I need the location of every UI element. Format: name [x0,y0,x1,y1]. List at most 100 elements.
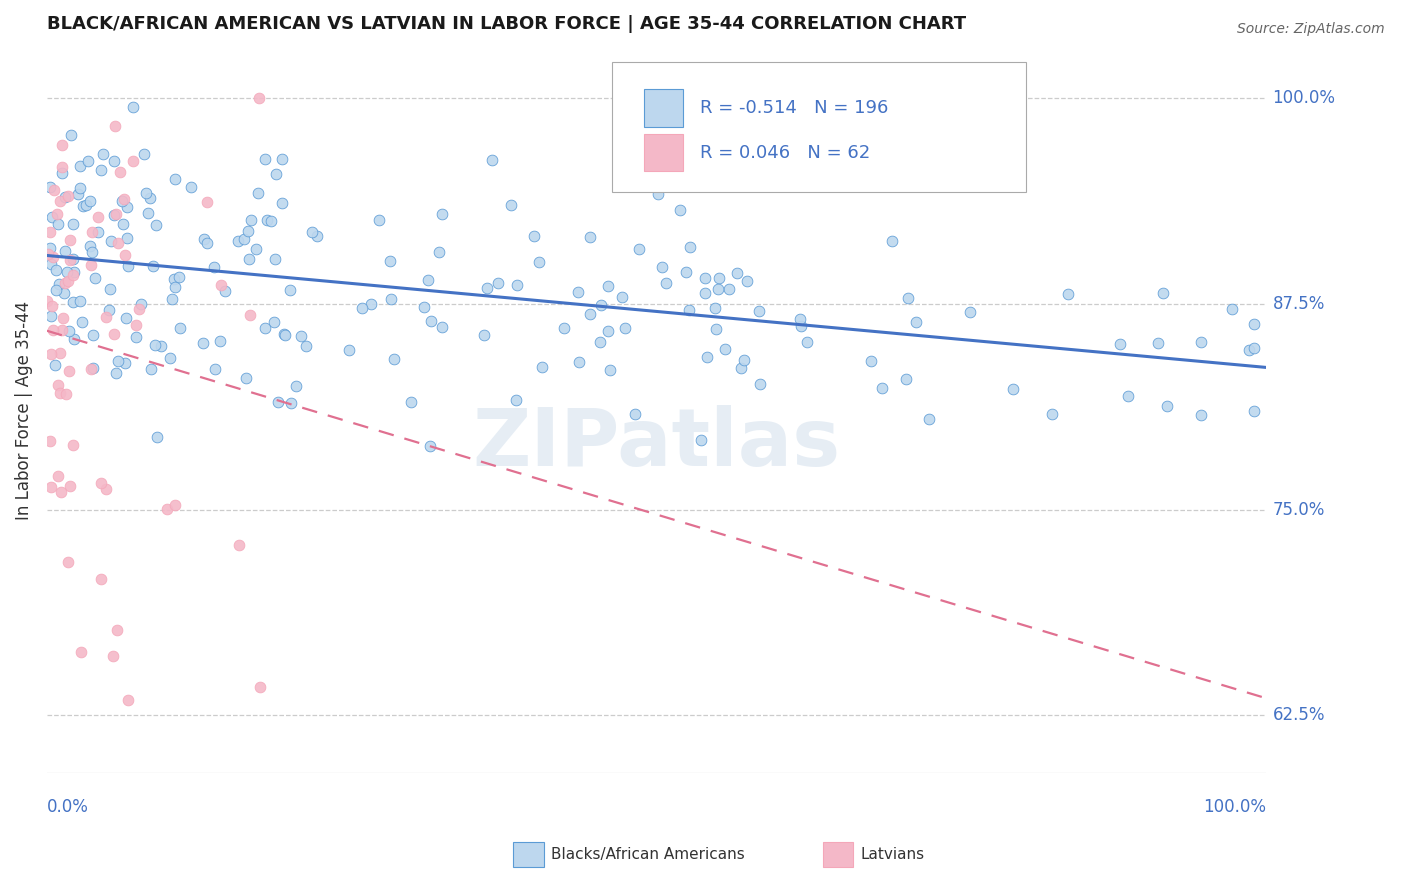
Point [427,245,450,260]
Point [121,153,143,168]
Point [918,411,941,425]
Point [112,217,135,231]
Point [285,379,308,393]
Text: 100.0%: 100.0% [1272,89,1336,107]
Point [695,286,717,301]
Point [647,186,669,201]
Text: 87.5%: 87.5% [1272,294,1324,313]
Point [111,194,134,209]
Point [107,235,129,250]
Point [350,301,373,316]
Point [254,320,277,334]
Point [419,314,441,328]
Point [579,230,602,244]
Point [114,247,136,261]
Point [612,290,634,304]
Point [55,386,77,401]
Point [69,294,91,309]
Point [39,225,62,239]
Point [416,272,439,286]
Point [430,206,453,220]
Point [486,276,509,290]
Point [42,250,65,264]
Point [104,119,127,133]
Point [94,310,117,325]
Point [1147,336,1170,351]
Point [165,279,187,293]
Point [733,353,755,368]
Point [280,396,302,410]
Point [382,352,405,367]
Point [789,312,811,326]
Point [70,315,93,329]
Point [100,234,122,248]
Point [264,167,287,181]
Point [38,434,60,448]
Point [82,328,104,343]
Point [749,376,772,391]
Point [105,623,128,637]
Point [553,320,575,334]
Point [56,274,79,288]
Point [263,315,285,329]
Point [195,195,218,210]
Point [263,252,285,266]
Point [46,377,69,392]
Point [208,334,231,348]
Point [195,236,218,251]
Point [307,229,329,244]
Point [58,363,80,377]
Point [280,284,302,298]
Point [588,334,610,349]
Point [98,282,121,296]
Point [59,253,82,268]
Point [882,234,904,248]
Point [378,254,401,268]
Point [894,372,917,386]
Point [1189,335,1212,350]
Point [481,153,503,167]
Point [52,311,75,326]
Point [714,342,737,356]
Point [419,440,441,454]
Point [115,311,138,326]
Point [232,232,254,246]
Point [360,297,382,311]
Point [41,480,63,494]
Point [80,258,103,272]
Point [704,321,727,335]
Point [44,358,66,372]
Point [87,210,110,224]
Point [82,360,104,375]
Point [180,180,202,194]
Point [41,299,63,313]
Point [796,334,818,349]
Point [51,484,73,499]
Point [240,212,263,227]
Point [145,218,167,232]
Text: Source: ZipAtlas.com: Source: ZipAtlas.com [1237,22,1385,37]
Point [567,285,589,299]
Point [114,356,136,370]
Point [474,328,496,343]
Point [58,324,80,338]
Point [235,371,257,385]
Point [790,319,813,334]
Point [62,437,84,451]
Point [104,206,127,220]
Point [614,321,637,335]
Point [72,199,94,213]
Point [860,354,883,368]
Point [104,366,127,380]
Text: BLACK/AFRICAN AMERICAN VS LATVIAN IN LABOR FORCE | AGE 35-44 CORRELATION CHART: BLACK/AFRICAN AMERICAN VS LATVIAN IN LAB… [46,15,966,33]
Point [112,192,135,206]
Point [39,347,62,361]
Point [596,278,619,293]
Point [1189,408,1212,422]
Point [1116,388,1139,402]
Point [249,680,271,694]
Point [477,281,499,295]
Point [82,244,104,259]
Point [48,277,70,291]
Point [254,153,277,167]
